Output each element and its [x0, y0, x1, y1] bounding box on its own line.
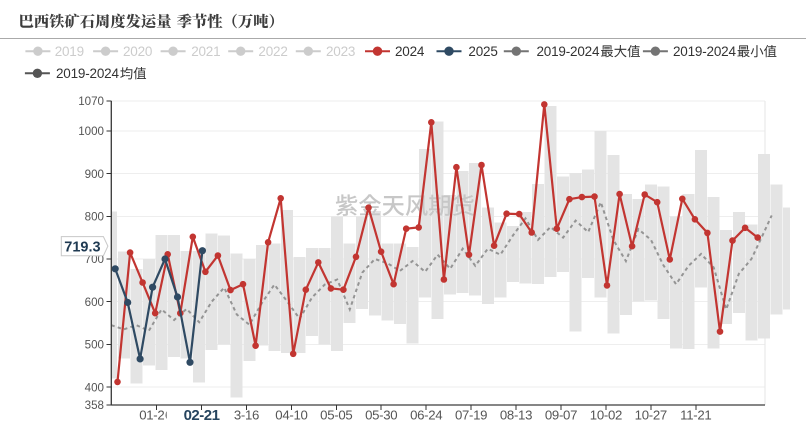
- svg-text:06-24: 06-24: [410, 407, 442, 422]
- svg-text:10-02: 10-02: [590, 407, 622, 422]
- svg-text:500: 500: [85, 339, 104, 352]
- svg-text:07-19: 07-19: [455, 407, 487, 422]
- svg-text:01-2: 01-2: [139, 407, 164, 422]
- svg-text:2019-2024: 2019-2024: [673, 44, 736, 59]
- svg-text:2019: 2019: [55, 44, 84, 59]
- svg-text:2024: 2024: [395, 44, 425, 59]
- svg-text:11-21: 11-21: [680, 407, 711, 422]
- svg-text:08-13: 08-13: [500, 407, 532, 422]
- svg-text:02-21: 02-21: [184, 407, 220, 424]
- svg-text:2025: 2025: [468, 44, 497, 59]
- svg-text:1000: 1000: [78, 125, 104, 138]
- svg-text:2019-2024: 2019-2024: [56, 66, 119, 81]
- svg-text:05-05: 05-05: [320, 407, 352, 422]
- svg-text:800: 800: [85, 211, 104, 224]
- svg-text:05-30: 05-30: [365, 407, 397, 422]
- svg-text:719.3: 719.3: [64, 239, 100, 255]
- svg-text:3-16: 3-16: [234, 407, 259, 422]
- svg-text:6: 6: [165, 407, 172, 422]
- svg-text:2023: 2023: [326, 44, 355, 59]
- svg-text:04-10: 04-10: [275, 407, 307, 422]
- svg-text:2022: 2022: [258, 44, 287, 59]
- svg-text:358: 358: [85, 399, 104, 412]
- svg-text:1070: 1070: [78, 95, 104, 108]
- svg-text:2019-2024: 2019-2024: [537, 44, 600, 59]
- svg-text:400: 400: [85, 381, 104, 394]
- svg-text:10-27: 10-27: [635, 407, 667, 422]
- svg-text:900: 900: [85, 168, 104, 181]
- svg-text:2021: 2021: [191, 44, 220, 59]
- svg-text:600: 600: [85, 296, 104, 309]
- svg-text:700: 700: [85, 253, 104, 266]
- svg-text:09-07: 09-07: [545, 407, 577, 422]
- svg-text:2020: 2020: [123, 44, 152, 59]
